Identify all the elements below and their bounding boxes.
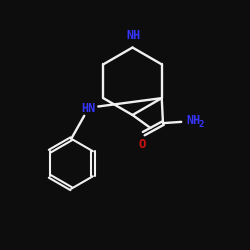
Text: O: O [139,138,146,150]
Text: NH: NH [127,29,141,42]
Text: 2: 2 [198,120,203,129]
Text: NH: NH [186,114,200,127]
Text: HN: HN [82,102,96,116]
